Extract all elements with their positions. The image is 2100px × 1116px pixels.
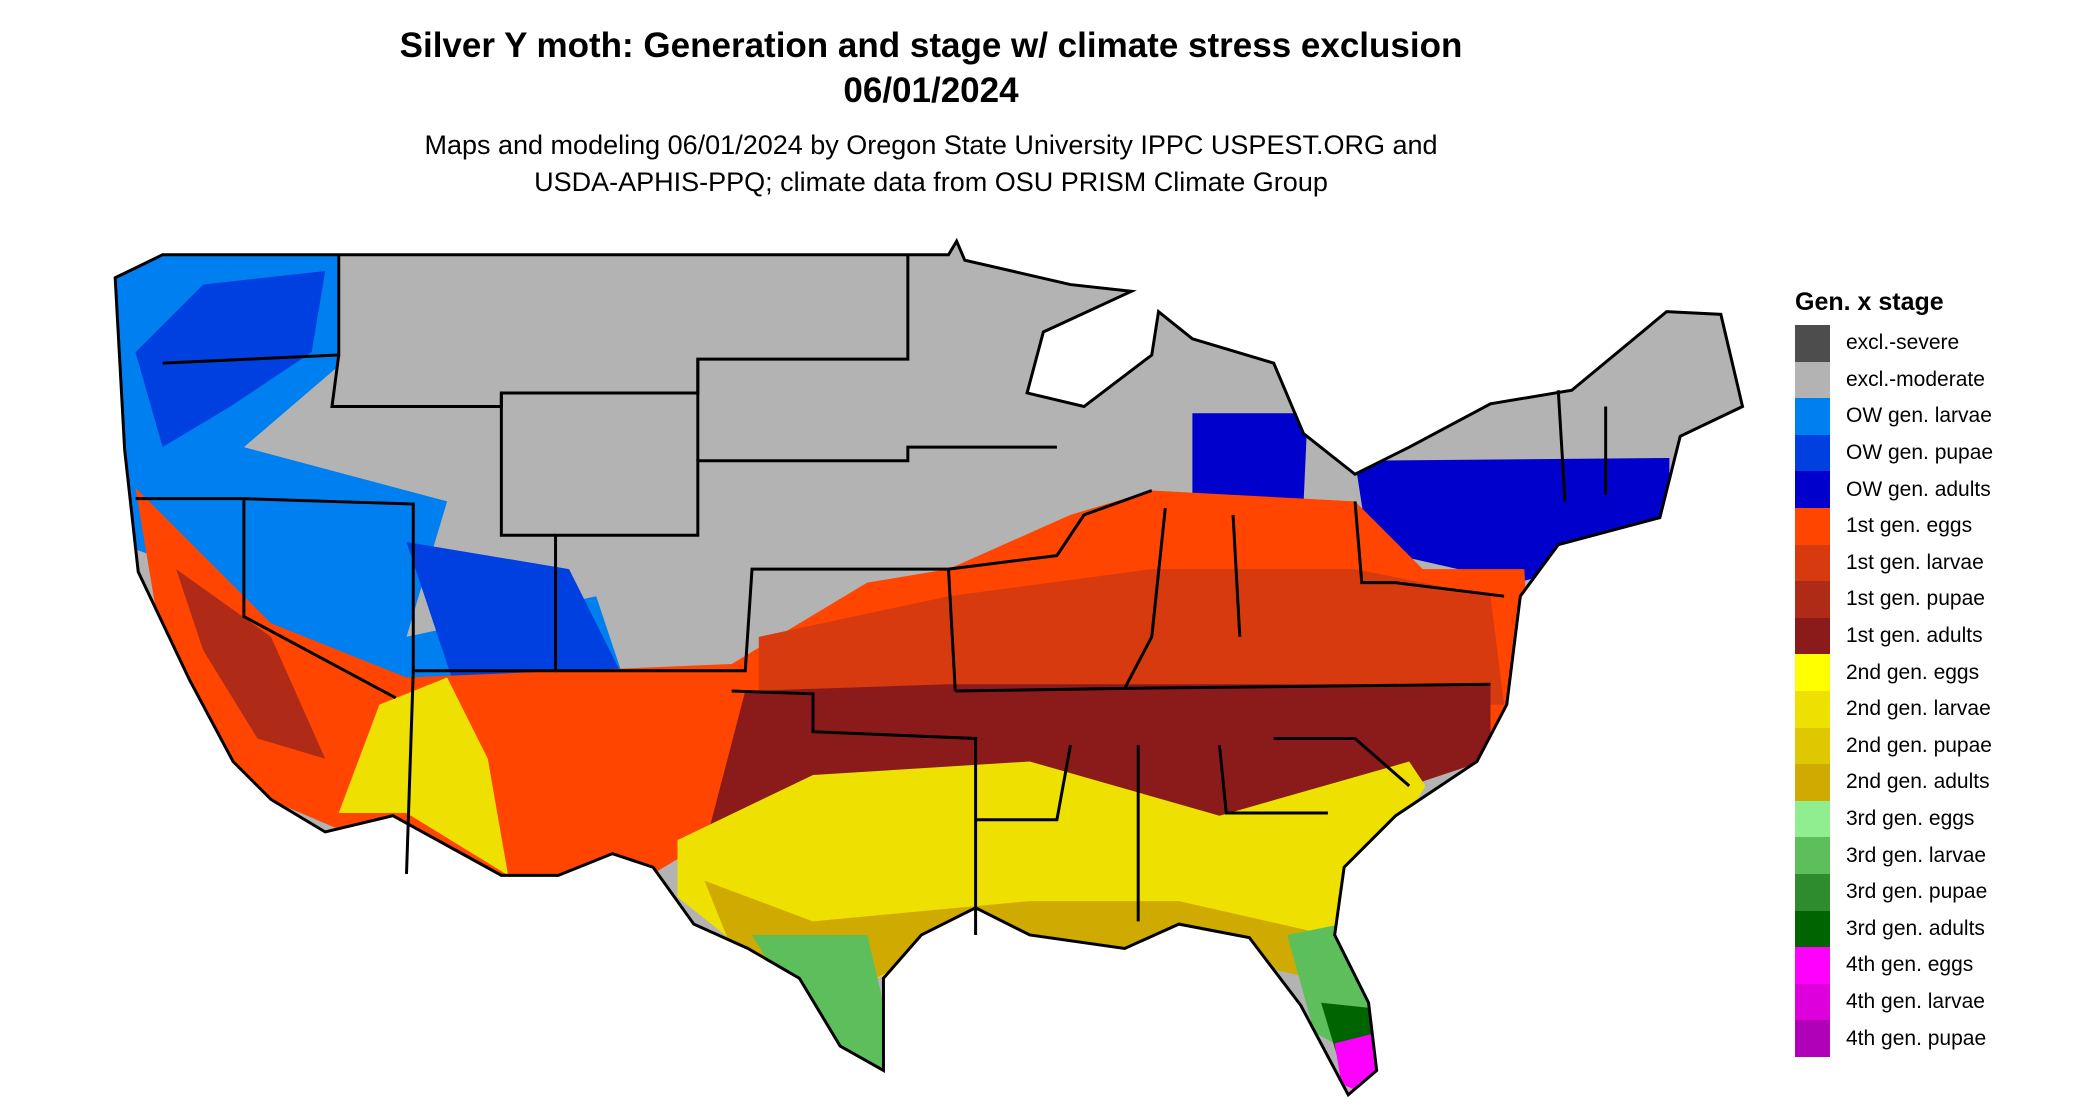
legend-swatch	[1795, 910, 1830, 948]
region-ow-adults-mi	[1192, 413, 1308, 505]
legend-item: excl.-severe	[1795, 325, 1993, 362]
us-phenology-map	[113, 239, 1745, 1097]
legend-swatch	[1795, 873, 1830, 911]
legend-label: 1st gen. eggs	[1846, 514, 1973, 538]
subtitle-line-2: USDA-APHIS-PPQ; climate data from OSU PR…	[534, 167, 1328, 197]
legend-label: 2nd gen. larvae	[1846, 697, 1991, 721]
region-3rd-larvae-tx	[752, 934, 902, 1078]
legend-item: 2nd gen. pupae	[1795, 727, 1993, 765]
legend-swatch	[1795, 983, 1830, 1021]
legend-label: excl.-moderate	[1846, 367, 1985, 391]
region-1st-pupae-ca	[176, 569, 326, 759]
legend-item: OW gen. larvae	[1795, 398, 1993, 435]
legend-label: OW gen. larvae	[1846, 404, 1992, 428]
legend-label: OW gen. adults	[1846, 477, 1991, 501]
legend-swatch	[1795, 727, 1830, 765]
legend-item: excl.-moderate	[1795, 361, 1993, 399]
legend-label: 3rd gen. pupae	[1846, 880, 1988, 904]
legend-swatch	[1795, 690, 1830, 728]
legend-swatch	[1795, 837, 1830, 874]
legend-item: 3rd gen. eggs	[1795, 800, 1993, 838]
legend-item: 2nd gen. larvae	[1795, 690, 1993, 728]
legend-label: 3rd gen. larvae	[1846, 843, 1987, 867]
subtitle-line-1: Maps and modeling 06/01/2024 by Oregon S…	[424, 130, 1438, 160]
legend-swatch	[1795, 471, 1830, 508]
map-title: Silver Y moth: Generation and stage w/ c…	[399, 26, 1463, 65]
legend-label: 2nd gen. pupae	[1846, 733, 1992, 757]
legend-item: 2nd gen. adults	[1795, 764, 1993, 801]
legend-item: 4th gen. eggs	[1795, 947, 1993, 984]
legend-swatch	[1795, 434, 1830, 472]
region-1st-larvae	[758, 569, 1505, 705]
region-2nd-larvae-az	[338, 677, 509, 876]
legend-item: OW gen. adults	[1795, 471, 1993, 508]
legend-label: 3rd gen. adults	[1846, 916, 1985, 940]
legend-item: 2nd gen. eggs	[1795, 654, 1993, 691]
legend-item: 3rd gen. adults	[1795, 910, 1993, 948]
legend-label: 4th gen. pupae	[1846, 1026, 1987, 1050]
stage-regions	[115, 241, 1743, 1095]
legend-label: 4th gen. larvae	[1846, 989, 1985, 1013]
legend-item: 1st gen. larvae	[1795, 544, 1993, 582]
legend-item: 3rd gen. larvae	[1795, 837, 1993, 874]
legend-title: Gen. x stage	[1795, 288, 1944, 316]
legend-item: 4th gen. larvae	[1795, 983, 1993, 1021]
legend-swatch	[1795, 654, 1830, 691]
legend-label: 4th gen. eggs	[1846, 953, 1974, 977]
legend-swatch	[1795, 800, 1830, 838]
legend-swatch	[1795, 361, 1830, 399]
map-date: 06/01/2024	[843, 71, 1019, 110]
legend-label: 1st gen. adults	[1846, 624, 1983, 648]
legend-label: excl.-severe	[1846, 331, 1960, 355]
legend-swatch	[1795, 617, 1830, 655]
legend: Gen. x stage excl.-severe excl.-moderate O…	[1795, 288, 1993, 1057]
legend-label: OW gen. pupae	[1846, 441, 1994, 465]
legend-label: 3rd gen. eggs	[1846, 807, 1975, 831]
legend-label: 2nd gen. eggs	[1846, 660, 1980, 684]
state-borders	[113, 239, 1745, 1097]
legend-item: 3rd gen. pupae	[1795, 873, 1993, 911]
legend-swatch	[1795, 325, 1830, 362]
legend-swatch	[1795, 544, 1830, 582]
legend-swatch	[1795, 1020, 1830, 1057]
legend-swatch	[1795, 947, 1830, 984]
legend-label: 1st gen. pupae	[1846, 587, 1985, 611]
legend-swatch	[1795, 581, 1830, 618]
legend-swatch	[1795, 398, 1830, 435]
legend-item: 4th gen. pupae	[1795, 1020, 1993, 1057]
legend-item: 1st gen. eggs	[1795, 507, 1993, 545]
legend-item: OW gen. pupae	[1795, 434, 1994, 472]
legend-label: 1st gen. larvae	[1846, 550, 1984, 574]
legend-item: 1st gen. pupae	[1795, 581, 1993, 618]
legend-swatch	[1795, 764, 1830, 801]
legend-item: 1st gen. adults	[1795, 617, 1993, 655]
legend-rows: excl.-severe excl.-moderate OW gen. larvae…	[1795, 325, 1993, 1057]
legend-label: 2nd gen. adults	[1846, 770, 1990, 794]
legend-swatch	[1795, 507, 1830, 545]
